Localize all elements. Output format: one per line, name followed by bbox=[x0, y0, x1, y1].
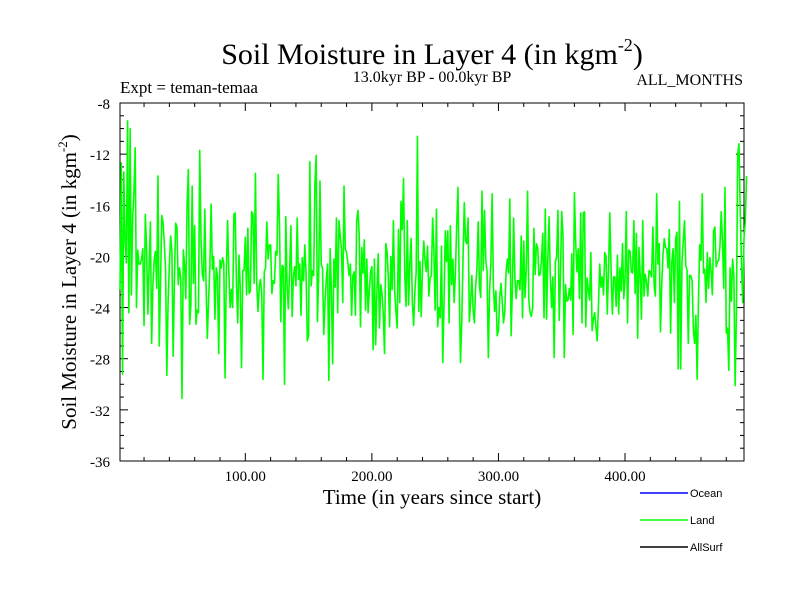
y-tick-label: -24 bbox=[90, 302, 110, 318]
y-tick-label: -36 bbox=[90, 455, 110, 471]
legend-label-land: Land bbox=[690, 515, 714, 527]
y-tick-label: -28 bbox=[90, 353, 110, 369]
experiment-label: Expt = teman-temaa bbox=[120, 78, 258, 97]
chart-title: Soil Moisture in Layer 4 (in kgm-2) bbox=[221, 35, 643, 71]
legend-label-allsurf: AllSurf bbox=[690, 542, 723, 554]
y-axis-title: Soil Moisture in Layer 4 (in kgm-2) bbox=[55, 134, 81, 429]
x-tick-label: 400.00 bbox=[604, 469, 645, 485]
y-tick-label: -12 bbox=[90, 148, 110, 164]
y-tick-label: -32 bbox=[90, 404, 110, 420]
x-tick-label: 200.00 bbox=[351, 469, 392, 485]
y-tick-label: -8 bbox=[98, 97, 111, 113]
series-group bbox=[119, 120, 748, 400]
y-tick-label: -20 bbox=[90, 250, 110, 266]
tick-labels: -36 -32 -28 -24 -20 -16 -12 -8 100.00 200.00 300.0… bbox=[90, 97, 646, 485]
legend-label-ocean: Ocean bbox=[690, 488, 722, 500]
period-label: 13.0kyr BP - 00.0kyr BP bbox=[353, 69, 512, 86]
y-tick-label: -16 bbox=[90, 199, 110, 215]
series-line-land bbox=[119, 120, 748, 400]
x-axis-title: Time (in years since start) bbox=[323, 485, 542, 509]
months-label: ALL_MONTHS bbox=[636, 72, 743, 89]
x-tick-label: 300.00 bbox=[478, 469, 519, 485]
x-tick-label: 100.00 bbox=[225, 469, 266, 485]
legend: Ocean Land AllSurf bbox=[640, 488, 723, 554]
